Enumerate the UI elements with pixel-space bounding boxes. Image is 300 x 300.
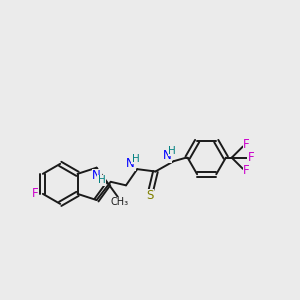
Text: CH₃: CH₃	[110, 197, 128, 207]
Text: N: N	[92, 169, 101, 182]
Text: F: F	[243, 139, 250, 152]
Text: S: S	[146, 189, 153, 202]
Text: F: F	[32, 188, 39, 200]
Text: H: H	[168, 146, 176, 156]
Text: N: N	[163, 149, 172, 162]
Text: F: F	[243, 164, 250, 177]
Text: H: H	[132, 154, 140, 164]
Text: F: F	[248, 151, 254, 164]
Text: N: N	[126, 157, 135, 170]
Text: H: H	[98, 175, 106, 185]
